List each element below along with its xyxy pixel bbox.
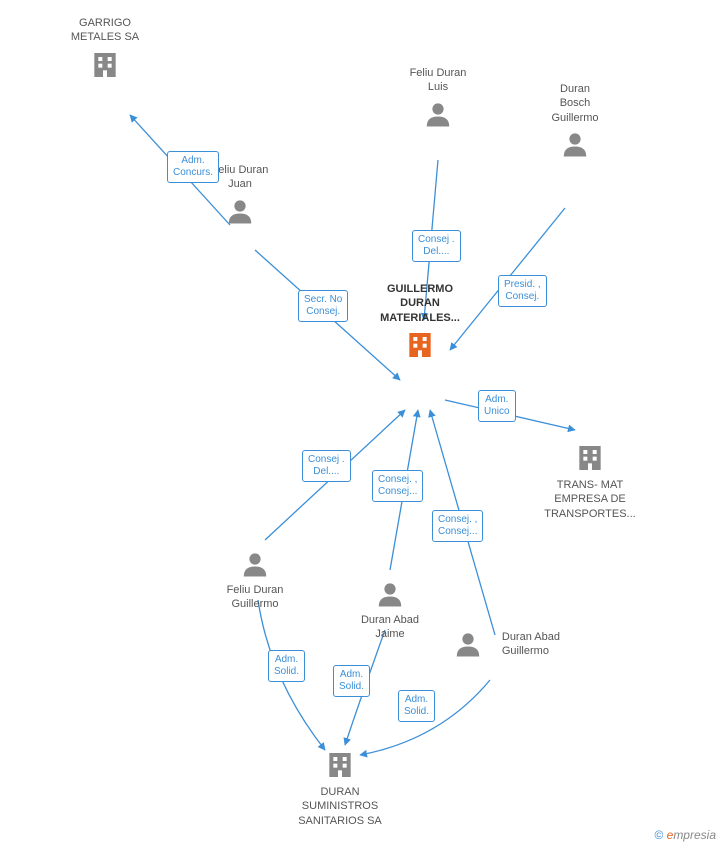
building-icon <box>89 49 121 81</box>
node-duran_abad_guillermo[interactable]: Duran Abad Guillermo <box>440 625 560 663</box>
person-icon <box>560 129 590 159</box>
node-label: TRANS- MAT EMPRESA DE TRANSPORTES... <box>520 478 660 521</box>
edge-label: Adm. Unico <box>478 390 516 422</box>
edge-label: Adm. Solid. <box>268 650 305 682</box>
node-label: Feliu Duran Luis <box>378 66 498 95</box>
edge-label: Consej. , Consej... <box>432 510 483 542</box>
node-label: DURAN SUMINISTROS SANITARIOS SA <box>270 785 410 828</box>
edge-label: Consej . Del.... <box>302 450 351 482</box>
building-icon <box>324 749 356 781</box>
person-icon <box>375 579 405 609</box>
edge-label: Adm. Solid. <box>398 690 435 722</box>
edge-label: Secr. No Consej. <box>298 290 348 322</box>
building-icon <box>574 442 606 474</box>
node-feliu_duran_guillermo[interactable]: Feliu Duran Guillermo <box>195 545 315 612</box>
node-label: Feliu Duran Guillermo <box>195 583 315 612</box>
edge-label: Presid. , Consej. <box>498 275 547 307</box>
person-icon <box>225 196 255 226</box>
edge-label: Consej. , Consej... <box>372 470 423 502</box>
node-feliu_duran_luis[interactable]: Feliu Duran Luis <box>378 66 498 133</box>
node-transmat[interactable]: TRANS- MAT EMPRESA DE TRANSPORTES... <box>520 438 660 521</box>
node-duran_bosch_guillermo[interactable]: Duran Bosch Guillermo <box>515 82 635 163</box>
edge-label: Adm. Concurs. <box>167 151 219 183</box>
node-center[interactable]: GUILLERMO DURAN MATERIALES... <box>350 282 490 365</box>
copyright-symbol: © <box>654 828 663 842</box>
node-duran_abad_jaime[interactable]: Duran Abad Jaime <box>330 575 450 642</box>
copyright: © empresia <box>654 828 716 842</box>
building-icon <box>404 329 436 361</box>
node-label: GARRIGO METALES SA <box>45 16 165 45</box>
node-duran_suministros[interactable]: DURAN SUMINISTROS SANITARIOS SA <box>270 745 410 828</box>
node-label: Duran Bosch Guillermo <box>515 82 635 125</box>
edge-label: Adm. Solid. <box>333 665 370 697</box>
edge-label: Consej . Del.... <box>412 230 461 262</box>
brand-rest: mpresia <box>673 828 716 842</box>
node-label: Duran Abad Jaime <box>330 613 450 642</box>
node-label: GUILLERMO DURAN MATERIALES... <box>350 282 490 325</box>
node-label: Duran Abad Guillermo <box>502 630 560 659</box>
node-garrigo[interactable]: GARRIGO METALES SA <box>45 16 165 85</box>
person-icon <box>453 629 483 659</box>
person-icon <box>423 99 453 129</box>
person-icon <box>240 549 270 579</box>
